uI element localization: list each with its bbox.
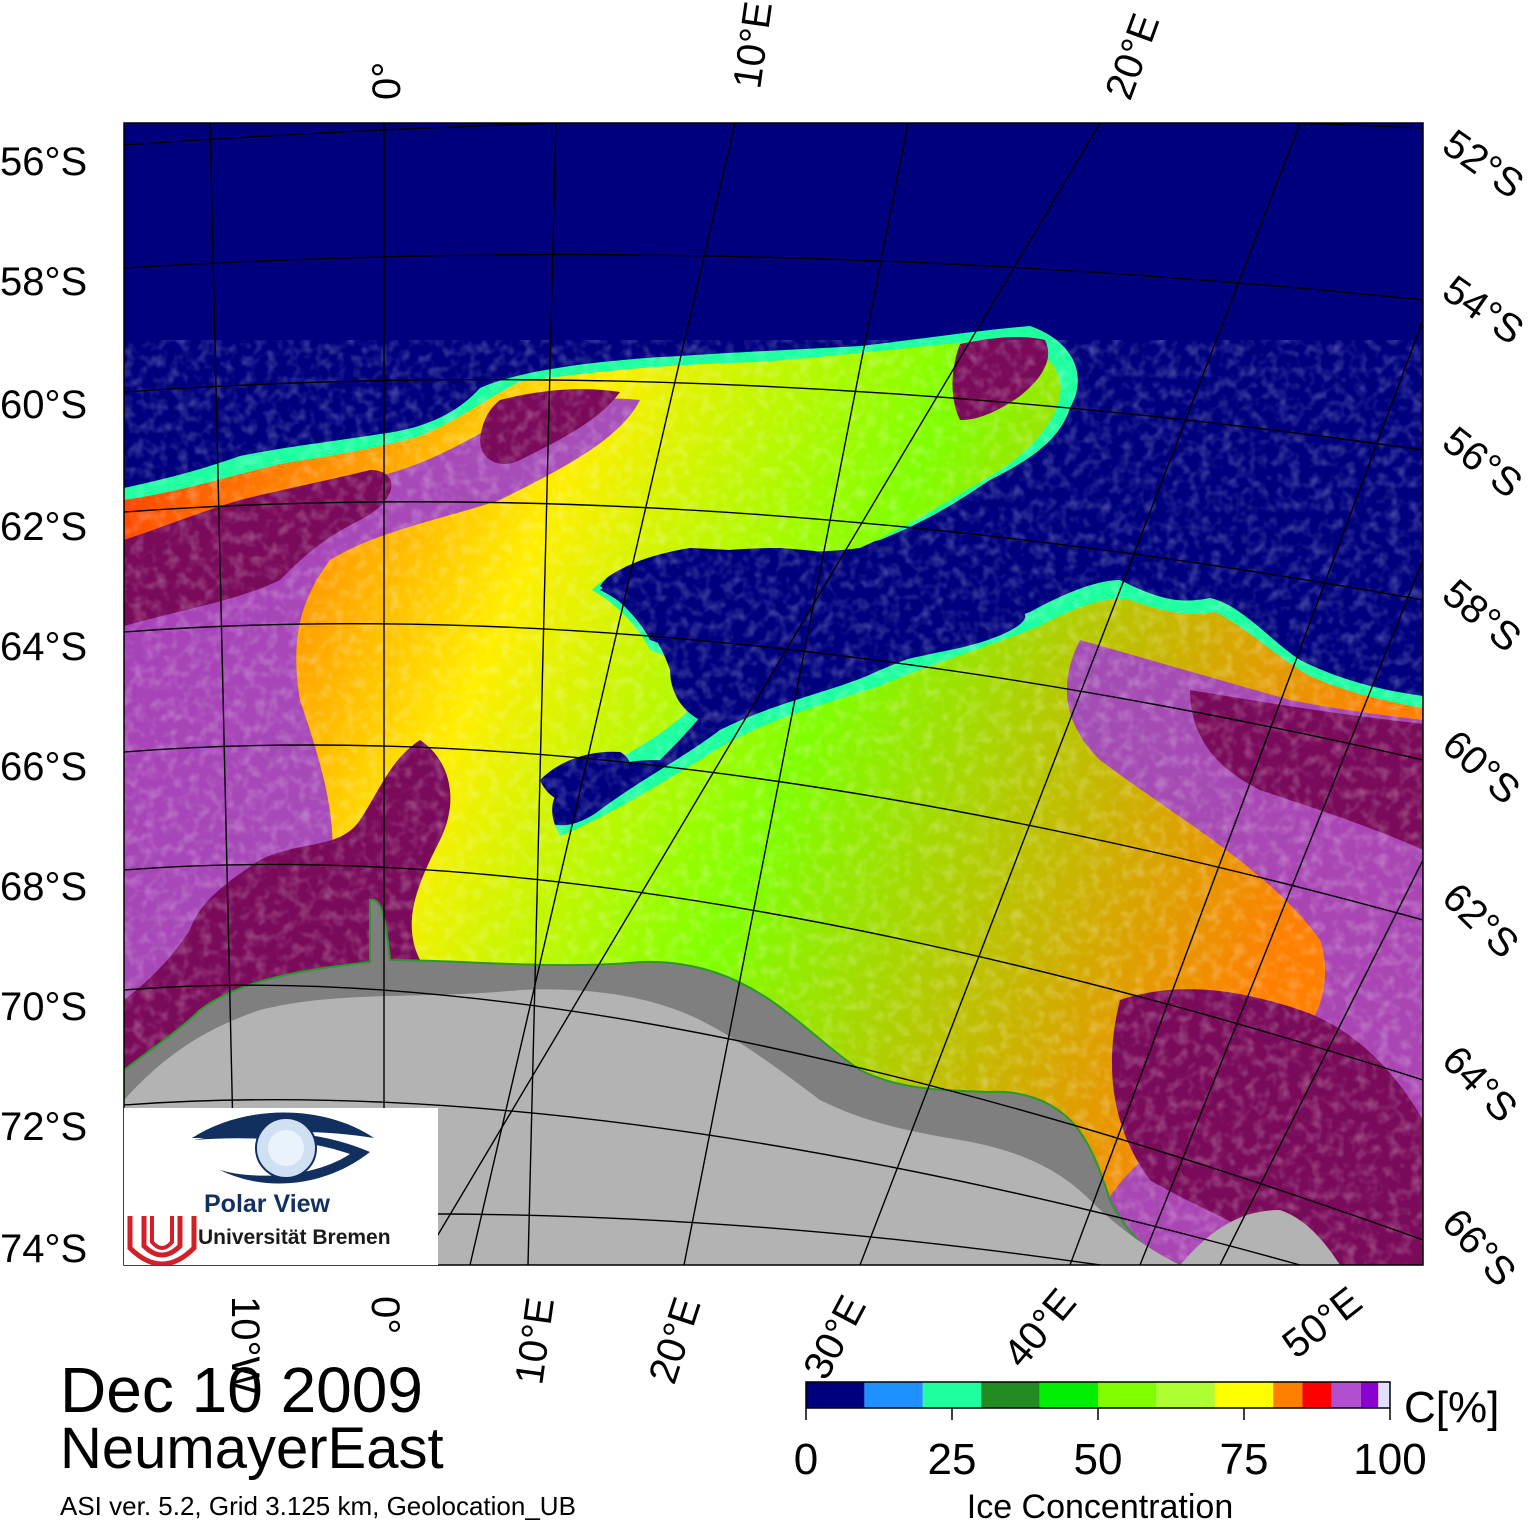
lon-label-bottom: 40°E [995,1281,1085,1376]
parallels [124,123,1423,1265]
lat-label-left: 70°S [0,985,87,1029]
lat-label-left: 60°S [0,383,87,427]
parallel-72s [124,1098,1301,1265]
lat-label-right: 62°S [1434,875,1527,967]
colorbar: C[%] 0 25 50 75 100 Ice Concentration [794,1381,1499,1524]
lon-label-top: 0° [365,62,409,100]
colorbar-swatch [981,1382,1040,1408]
map-date: Dec 10 2009 [60,1354,423,1426]
lon-label-bottom: 10°W [223,1296,267,1394]
colorbar-unit: C[%] [1404,1383,1499,1432]
lat-label-left: 64°S [0,625,87,669]
meridian-50e [1219,859,1423,1265]
meridian-40e-b [1139,559,1423,1265]
parallel-56s [124,123,1423,146]
lat-label-left: 58°S [0,260,87,304]
colorbar-swatch [1156,1382,1215,1408]
parallel-64s [124,622,1423,761]
lon-label-bottom: 10°E [507,1295,563,1387]
parallel-62s [124,501,1423,601]
colorbar-swatch [1098,1382,1157,1408]
colorbar-swatch [922,1382,982,1408]
colorbar-swatches [806,1382,1390,1408]
parallel-60s [124,378,1423,451]
parallel-66s [124,744,1423,921]
colorbar-swatch [1214,1382,1274,1408]
meridian-40e [1069,319,1423,1265]
colorbar-tick-label: 25 [928,1435,977,1484]
lat-label-left: 72°S [0,1105,87,1149]
meridians [209,123,1423,1265]
colorbar-tick-label: 75 [1220,1435,1269,1484]
lat-label-right: 66°S [1433,1201,1524,1295]
parallel-58s [124,253,1423,301]
left-lat-labels: 56°S 58°S 60°S 62°S 64°S 66°S 68°S 70°S … [0,140,87,1271]
right-lat-labels: 52°S 54°S 56°S 58°S 60°S 62°S 64°S 66°S [1433,121,1531,1294]
meridian-10w [209,123,237,1265]
map-metadata: ASI ver. 5.2, Grid 3.125 km, Geolocation… [60,1491,576,1521]
land-east-lobe [1180,1210,1340,1265]
colorbar-swatch [1360,1382,1379,1408]
logo-institution: Universität Bremen [198,1226,391,1249]
meridian-30e [859,123,1301,1265]
colorbar-tick-label: 100 [1353,1435,1426,1484]
colorbar-swatch [806,1382,865,1408]
lat-label-right: 56°S [1434,418,1530,506]
colorbar-title: Ice Concentration [967,1488,1234,1524]
lon-label-top: 20°E [1097,8,1168,105]
meridian-10e-b [469,123,736,1265]
colorbar-swatch [1039,1382,1098,1408]
lat-label-left: 74°S [0,1227,87,1271]
colorbar-swatch [1302,1382,1332,1408]
lat-label-left: 66°S [0,745,87,789]
colorbar-ticks [805,1408,1391,1420]
lat-label-right: 64°S [1434,1038,1526,1131]
colorbar-swatch [864,1382,923,1408]
lat-label-right: 60°S [1434,722,1528,813]
meridian-20e [683,123,909,1265]
parallel-70s [124,984,1423,1241]
colorbar-tick-label: 50 [1074,1435,1123,1484]
lat-label-right: 52°S [1435,121,1532,207]
lon-label-top: 10°E [725,0,781,91]
lat-label-left: 62°S [0,505,87,549]
colorbar-tick-label: 0 [794,1435,818,1484]
parallel-68s [124,863,1423,1081]
lat-label-left: 68°S [0,865,87,909]
lon-label-bottom: 0° [363,1296,407,1334]
logo-title: Polar View [204,1190,330,1218]
lat-label-left: 56°S [0,140,87,184]
lat-label-right: 54°S [1435,267,1532,353]
lat-label-right: 58°S [1434,571,1529,661]
colorbar-swatch [1331,1382,1361,1408]
map-region: NeumayerEast [60,1416,444,1481]
lon-label-bottom: 20°E [641,1292,710,1389]
map-frame [123,122,1424,1266]
lon-label-bottom: 30°E [795,1289,875,1387]
colorbar-swatch [1273,1382,1303,1408]
polar-view-logo: Polar View Universität Bremen [124,1108,438,1265]
lon-label-bottom: 50°E [1274,1279,1370,1367]
meridian-20e-b [419,123,1101,1265]
top-lon-labels: 0° 10°E 20°E [365,0,1168,105]
eye-icon [127,1112,374,1265]
colorbar-swatch [1378,1382,1390,1408]
